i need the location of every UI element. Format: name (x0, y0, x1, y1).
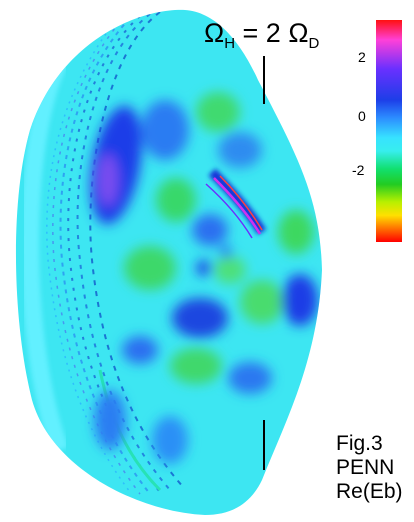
omega-h-symbol: Ω (204, 18, 225, 48)
colorbar-tick-minus-2: -2 (352, 162, 365, 178)
equals-two: = 2 (235, 18, 289, 48)
caption-fig-number: Fig.3 (336, 432, 383, 455)
resonance-condition-label: ΩH = 2 ΩD (204, 18, 319, 52)
caption-quantity: Re(Eb) (336, 480, 403, 503)
colorbar-tick-2: 2 (358, 49, 366, 65)
colorbar-tick-0: 0 (358, 108, 366, 124)
color-scale-bar (376, 20, 402, 242)
figure-caption: Fig.3 PENN Re(Eb) (336, 432, 403, 504)
caption-code-name: PENN (336, 456, 395, 479)
subscript-d: D (308, 35, 320, 52)
plasma-cross-section (15, 9, 323, 516)
resonance-streak (205, 168, 267, 239)
edge-band (21, 55, 69, 454)
subscript-h: H (224, 35, 236, 52)
omega-d-symbol: Ω (288, 18, 309, 48)
field-lobes (90, 92, 318, 464)
